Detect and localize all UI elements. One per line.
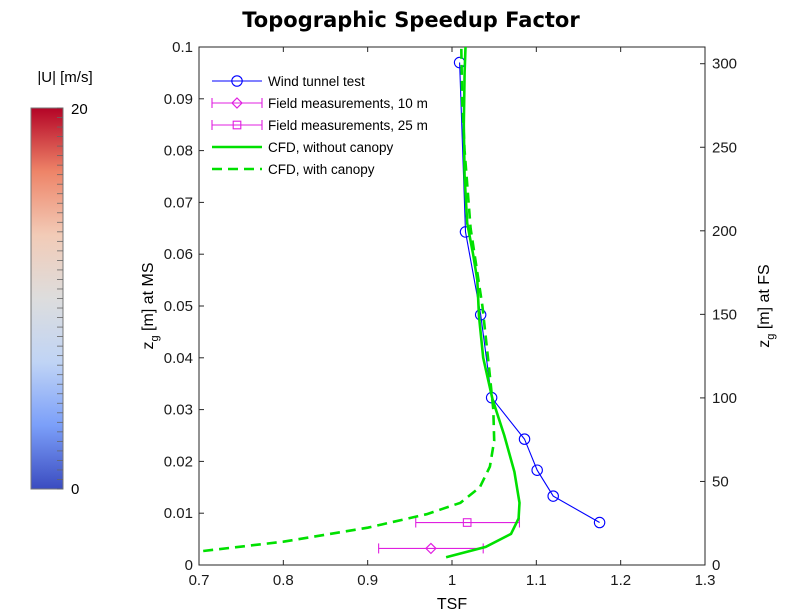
chart-title: Topographic Speedup Factor bbox=[242, 8, 580, 32]
y-tick-label: 0.06 bbox=[164, 246, 193, 263]
y-tick-label: 0.1 bbox=[172, 39, 193, 56]
y-axis-ticks: 0 0.01 0.02 0.03 0.04 0.05 0.06 0.07 0.08 0.09 0.1 bbox=[164, 39, 204, 574]
x-tick-label: 1.1 bbox=[526, 572, 547, 589]
legend-marker-wind-tunnel-test bbox=[231, 75, 243, 87]
y-tick-label: 0.04 bbox=[164, 350, 193, 367]
x-axis-label: TSF bbox=[437, 596, 467, 613]
colorbar-max-label: 20 bbox=[71, 101, 88, 118]
x-tick-label: 0.8 bbox=[273, 572, 294, 589]
colorbar-ticks bbox=[57, 107, 63, 490]
y-tick-label: 0.07 bbox=[164, 194, 193, 211]
series-line-cfd-with-canopy bbox=[203, 47, 496, 553]
legend-label-cfd-with-canopy: CFD, with canopy bbox=[268, 162, 375, 177]
legend-marker-field-measurements-10-m bbox=[231, 97, 243, 109]
colorbar-min-label: 0 bbox=[71, 481, 79, 498]
x-tick-label: 1.2 bbox=[610, 572, 631, 589]
plot-area bbox=[203, 47, 606, 559]
data-point-wind-tunnel-test bbox=[593, 516, 606, 529]
right-y-tick-label: 100 bbox=[712, 390, 737, 407]
right-y-tick-label: 200 bbox=[712, 223, 737, 240]
y-tick-label: 0 bbox=[185, 557, 193, 574]
y-tick-label: 0.01 bbox=[164, 505, 193, 522]
legend-label-field-measurements-25-m: Field measurements, 25 m bbox=[268, 118, 428, 133]
legend-label-cfd-without-canopy: CFD, without canopy bbox=[268, 140, 394, 155]
y-tick-label: 0.05 bbox=[164, 298, 193, 315]
x-axis-ticks: 0.7 0.8 0.9 1 1.1 1.2 1.3 bbox=[189, 47, 716, 589]
x-tick-label: 0.9 bbox=[357, 572, 378, 589]
legend-label-wind-tunnel-test: Wind tunnel test bbox=[268, 74, 365, 89]
right-y-tick-label: 250 bbox=[712, 139, 737, 156]
y-tick-label: 0.03 bbox=[164, 402, 193, 419]
colorbar: |U| [m/s] 20 0 bbox=[30, 69, 93, 498]
colorbar-label: |U| [m/s] bbox=[37, 69, 92, 86]
legend-label-field-measurements-10-m: Field measurements, 10 m bbox=[268, 96, 428, 111]
y-tick-label: 0.09 bbox=[164, 91, 193, 108]
data-point-field-measurements-25-m bbox=[462, 518, 472, 527]
series-line-cfd-without-canopy bbox=[445, 47, 521, 559]
data-point-field-measurements-10-m bbox=[425, 542, 437, 555]
data-point-wind-tunnel-test bbox=[474, 309, 487, 321]
legend-marker-field-measurements-25-m bbox=[232, 120, 242, 130]
right-y-axis-ticks: 0 50 100 150 200 250 300 bbox=[700, 56, 737, 574]
right-y-axis-label: zg [m] at FS bbox=[756, 264, 777, 347]
y-tick-label: 0.08 bbox=[164, 143, 193, 160]
x-tick-label: 1 bbox=[448, 572, 456, 589]
right-y-tick-label: 0 bbox=[712, 557, 720, 574]
y-tick-label: 0.02 bbox=[164, 453, 193, 470]
data-point-wind-tunnel-test bbox=[531, 464, 543, 476]
data-point-wind-tunnel-test bbox=[518, 433, 531, 445]
right-y-tick-label: 300 bbox=[712, 56, 737, 73]
right-y-tick-label: 50 bbox=[712, 473, 729, 490]
x-tick-label: 1.3 bbox=[695, 572, 716, 589]
y-axis-label: zg [m] at MS bbox=[140, 262, 161, 349]
legend: Wind tunnel test Field measurements, 10 m… bbox=[211, 74, 428, 177]
right-y-tick-label: 150 bbox=[712, 306, 737, 323]
x-tick-label: 0.7 bbox=[189, 572, 210, 589]
data-point-wind-tunnel-test bbox=[547, 490, 559, 502]
